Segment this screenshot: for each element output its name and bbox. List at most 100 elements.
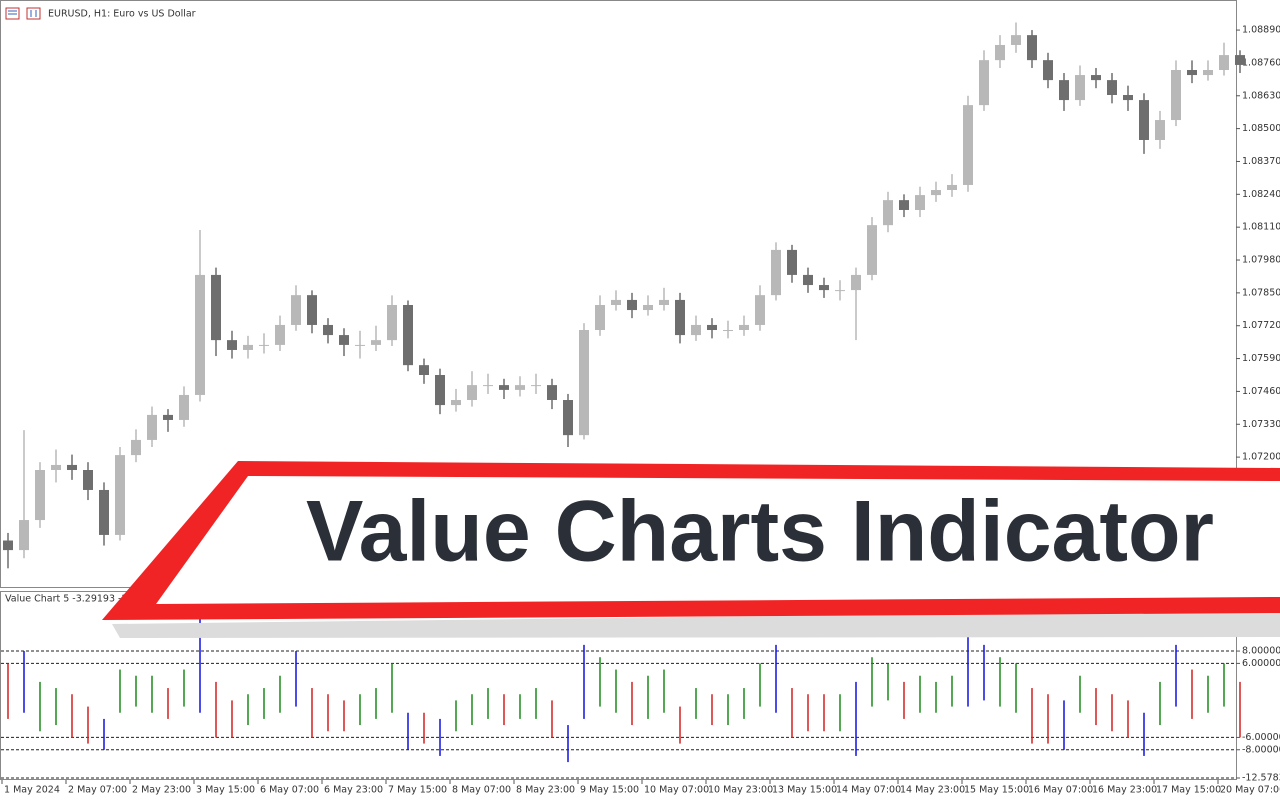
candle-body	[227, 340, 237, 350]
candle-body	[675, 299, 685, 336]
candle-body	[483, 385, 493, 387]
candle-body	[83, 470, 93, 490]
candle-body	[1011, 35, 1021, 45]
x-tick-label: 17 May 15:00	[1156, 785, 1221, 796]
candle-body	[1091, 75, 1101, 81]
banner-shadow	[112, 610, 1280, 638]
y-tick-label: 1.07980	[1242, 255, 1280, 266]
candle-body	[1203, 69, 1213, 76]
x-tick-label: 20 May 07:00	[1220, 785, 1280, 796]
candle-body	[1219, 55, 1229, 70]
candle-body	[739, 324, 749, 331]
candle-body	[627, 299, 637, 311]
y-tick-label: -8.00000	[1242, 744, 1280, 755]
y-tick-label: 1.07200	[1242, 452, 1280, 463]
x-tick-label: 16 May 07:00	[1028, 785, 1093, 796]
candle-body	[195, 274, 205, 395]
candle-body	[851, 274, 861, 291]
icon	[26, 7, 41, 20]
candle-body	[691, 324, 701, 336]
y-tick-label: 1.08110	[1242, 222, 1280, 233]
x-tick-label: 6 May 23:00	[324, 785, 383, 796]
x-tick-label: 2 May 07:00	[68, 785, 127, 796]
candle-body	[771, 249, 781, 296]
candle-body	[1075, 75, 1085, 101]
y-tick-label: 1.07720	[1242, 320, 1280, 331]
y-tick-label: 1.08630	[1242, 90, 1280, 101]
candle-body	[899, 200, 909, 210]
candle-body	[115, 455, 125, 535]
candle-body	[179, 394, 189, 420]
x-tick-label: 7 May 15:00	[388, 785, 447, 796]
candle-body	[147, 414, 157, 440]
y-tick-label: 1.07850	[1242, 287, 1280, 298]
y-tick-label: 1.07460	[1242, 386, 1280, 397]
banner: Value Charts Indicator	[102, 461, 1280, 638]
candle-body	[547, 385, 557, 401]
candle-body	[467, 385, 477, 401]
y-tick-label: 1.08370	[1242, 156, 1280, 167]
candle-body	[35, 470, 45, 521]
indicator-title: Value Chart 5 -3.29193 -2.8	[5, 594, 137, 605]
candle-body	[819, 285, 829, 291]
candle-body	[67, 464, 77, 471]
y-tick-label: 1.08890	[1242, 25, 1280, 36]
candle-body	[435, 374, 445, 406]
y-tick-label: -12.57834	[1242, 773, 1280, 784]
candle-body	[1235, 55, 1245, 65]
candle-body	[643, 304, 653, 311]
candle-body	[1155, 120, 1165, 140]
candle-body	[563, 400, 573, 436]
header-icons	[5, 7, 41, 20]
y-tick-label: 1.07590	[1242, 353, 1280, 364]
candle-body	[451, 400, 461, 406]
x-tick-label: 14 May 07:00	[836, 785, 901, 796]
candle-body	[931, 190, 941, 196]
candle-body	[835, 290, 845, 292]
x-tick-label: 9 May 15:00	[580, 785, 639, 796]
candle-body	[979, 60, 989, 106]
x-tick-label: 8 May 07:00	[452, 785, 511, 796]
candle-body	[259, 344, 269, 346]
y-tick-label: 1.08500	[1242, 123, 1280, 134]
candle-body	[787, 249, 797, 275]
candle-body	[211, 274, 221, 341]
candle-body	[1059, 80, 1069, 101]
y-tick-label: 8.00000	[1242, 646, 1280, 657]
candle-body	[1139, 100, 1149, 140]
candle-body	[131, 439, 141, 456]
candle-body	[371, 340, 381, 345]
candle-body	[243, 344, 253, 350]
y-tick-label: 6.00000	[1242, 658, 1280, 669]
candle-body	[275, 324, 285, 345]
candle-body	[163, 414, 173, 420]
candle-body	[1027, 35, 1037, 61]
candle-body	[963, 105, 973, 185]
candle-body	[1171, 69, 1181, 121]
x-tick-label: 2 May 23:00	[132, 785, 191, 796]
x-tick-label: 8 May 23:00	[516, 785, 575, 796]
candle-body	[323, 324, 333, 336]
candle-body	[707, 324, 717, 331]
x-tick-label: 6 May 07:00	[260, 785, 319, 796]
x-tick-label: 16 May 23:00	[1092, 785, 1157, 796]
candle-body	[51, 464, 61, 471]
y-tick-label: 1.08760	[1242, 57, 1280, 68]
x-tick-label: 10 May 07:00	[644, 785, 709, 796]
x-tick-label: 3 May 15:00	[196, 785, 255, 796]
candle-body	[755, 295, 765, 325]
candle-body	[291, 295, 301, 325]
candle-body	[339, 335, 349, 345]
y-tick-label: 1.08240	[1242, 189, 1280, 200]
candle-body	[1123, 95, 1133, 101]
candle-body	[99, 489, 109, 535]
x-tick-label: 10 May 23:00	[708, 785, 773, 796]
candle-body	[659, 299, 669, 305]
candle-body	[867, 225, 877, 275]
x-tick-label: 15 May 15:00	[964, 785, 1029, 796]
candle-body	[915, 195, 925, 210]
candle-body	[403, 304, 413, 366]
y-tick-label: 1.07330	[1242, 419, 1280, 430]
candle-body	[499, 385, 509, 390]
